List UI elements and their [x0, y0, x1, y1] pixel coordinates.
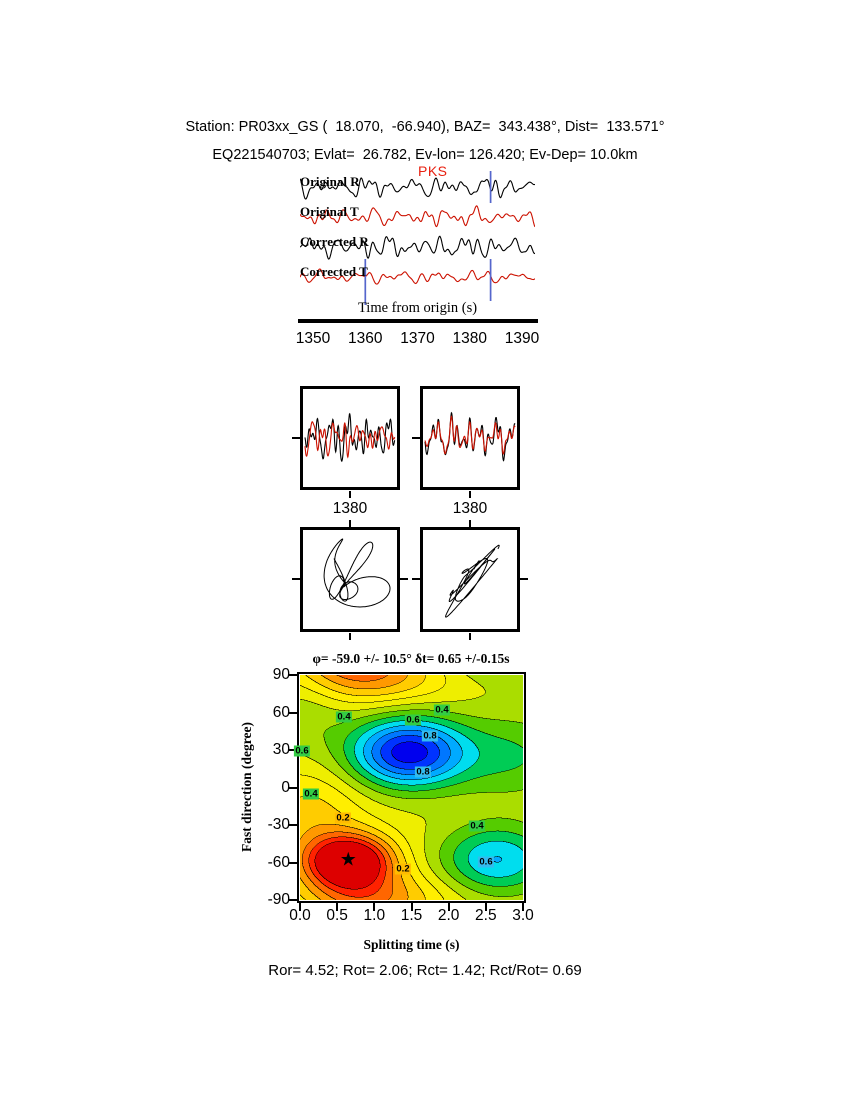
splitting-time-tick-label: 3.0	[512, 907, 534, 924]
tick-mark	[289, 786, 297, 789]
event-header: EQ221540703; Evlat= 26.782, Ev-lon= 126.…	[212, 147, 638, 163]
best-fit-star: ★	[339, 849, 357, 871]
time-tick-label: 1370	[400, 330, 435, 347]
contour-level-label: 0.4	[433, 704, 451, 716]
tick-mark	[289, 674, 297, 676]
tick-mark	[289, 824, 297, 826]
tick-mark	[412, 578, 420, 580]
tick-mark	[299, 903, 301, 911]
phase-label: PKS	[418, 163, 448, 179]
zoom-trace-r	[304, 412, 396, 463]
contour-level-label: 0.8	[421, 730, 439, 742]
fast-direction-tick-label: 0	[281, 778, 290, 796]
tick-mark	[289, 899, 297, 901]
contour-level-label: 0.4	[335, 711, 353, 723]
trace-label-corrected-t: Corrected T	[300, 264, 368, 279]
tick-mark	[289, 711, 297, 714]
fast-direction-tick-label: -90	[267, 891, 290, 908]
tick-mark	[336, 903, 339, 911]
splitting-time-tick-label: 0.0	[289, 907, 311, 924]
tick-mark	[289, 861, 297, 864]
tick-mark	[447, 903, 450, 911]
zoom-right-waveforms	[424, 411, 516, 462]
particle-motion-original-plot	[323, 538, 391, 608]
zoom-left-tick-label: 1380	[332, 500, 368, 517]
particle-motion-curve	[323, 538, 391, 608]
tick-mark	[349, 491, 351, 498]
station-header: Station: PR03xx_GS ( 18.070, -66.940), B…	[185, 119, 665, 135]
contour-level-label: 0.6	[404, 714, 422, 726]
zoom-window-left-box	[300, 386, 400, 490]
particle-motion-curve	[445, 544, 500, 618]
tick-mark	[412, 437, 420, 439]
contour-level-label: 0.2	[334, 812, 352, 824]
splitting-result-line: φ= -59.0 +/- 10.5° δt= 0.65 +/-0.15s	[312, 651, 510, 666]
time-tick-label: 1350	[295, 330, 331, 347]
tick-mark	[292, 578, 300, 580]
zoom-window-right-box	[420, 386, 520, 490]
tick-mark	[292, 437, 300, 439]
zoom-trace-t	[304, 421, 396, 459]
zoom-trace-t	[424, 415, 516, 455]
particle-motion-left-box	[300, 527, 400, 632]
contour-level-label: 0.4	[468, 820, 486, 832]
splitting-time-tick-label: 2.5	[475, 907, 497, 924]
waveform-traces-plot	[300, 171, 535, 305]
time-axis-line	[298, 319, 538, 323]
trace-label-original-r: Original R	[300, 174, 360, 189]
splitting-time-tick-label: 2.0	[437, 907, 460, 924]
contour-plot-frame	[297, 672, 526, 903]
tick-mark	[484, 903, 487, 911]
time-tick-label: 1390	[504, 330, 540, 347]
zoom-left-waveforms	[304, 412, 396, 463]
tick-mark	[373, 903, 376, 911]
time-axis-label: Time from origin (s)	[357, 300, 478, 316]
particle-motion-corrected-plot	[445, 544, 500, 618]
tick-mark	[520, 578, 528, 580]
tick-mark	[469, 491, 471, 498]
splitting-time-tick-label: 1.0	[363, 907, 386, 924]
fast-direction-tick-label: -30	[267, 816, 290, 833]
tick-mark	[289, 749, 297, 751]
particle-motion-right-box	[420, 527, 520, 632]
tick-mark	[400, 578, 408, 580]
splitting-time-tick-label: 1.5	[400, 907, 423, 924]
seismogram-trace	[300, 177, 535, 200]
trace-label-original-t: Original T	[300, 204, 359, 219]
contour-level-label: 0.6	[293, 745, 311, 757]
trace-label-corrected-r: Corrected R	[300, 234, 369, 249]
time-tick-label: 1380	[452, 330, 487, 347]
contour-level-label: 0.4	[302, 788, 320, 800]
fast-direction-tick-label: 90	[272, 666, 290, 683]
fast-direction-tick-label: 60	[272, 703, 290, 721]
time-tick-label: 1360	[348, 330, 383, 347]
tick-mark	[469, 633, 471, 640]
tick-mark	[349, 633, 351, 640]
fast-direction-tick-label: -60	[267, 853, 290, 871]
contour-level-label: 0.2	[394, 863, 412, 875]
tick-mark	[522, 903, 524, 911]
fast-direction-tick-label: 30	[272, 741, 290, 758]
tick-mark	[469, 520, 471, 527]
seismogram-trace	[300, 235, 535, 260]
splitting-time-axis-label: Splitting time (s)	[363, 937, 460, 952]
tick-mark	[410, 903, 413, 911]
contour-level-label: 0.8	[414, 766, 432, 778]
tick-mark	[349, 520, 351, 527]
quality-metrics-line: Ror= 4.52; Rot= 2.06; Rct= 1.42; Rct/Rot…	[268, 962, 582, 979]
contour-level-label: 0.6	[477, 856, 495, 868]
zoom-right-tick-label: 1380	[452, 500, 488, 517]
seismogram-trace	[300, 205, 535, 228]
splitting-time-tick-label: 0.5	[326, 907, 348, 924]
seismogram-trace	[300, 268, 535, 285]
